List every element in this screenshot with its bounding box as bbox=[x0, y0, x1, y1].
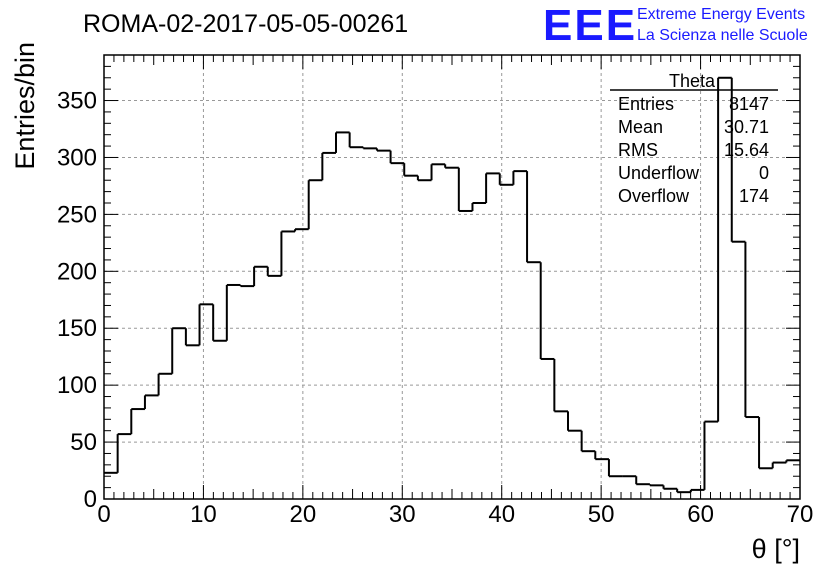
eee-logo-line1: Extreme Energy Events bbox=[637, 6, 805, 23]
x-tick-label: 60 bbox=[687, 501, 714, 528]
y-tick-label: 350 bbox=[57, 88, 97, 115]
chart-title: ROMA-02-2017-05-05-00261 bbox=[83, 10, 408, 38]
stats-value: 0 bbox=[759, 163, 769, 183]
x-tick-label: 20 bbox=[290, 501, 317, 528]
y-tick-label: 200 bbox=[57, 258, 97, 285]
stats-label: Underflow bbox=[618, 163, 700, 183]
y-tick-label: 300 bbox=[57, 144, 97, 171]
stats-value: 15.64 bbox=[724, 140, 769, 160]
y-tick-label: 100 bbox=[57, 372, 97, 399]
x-tick-label: 10 bbox=[190, 501, 217, 528]
grid-lines bbox=[104, 55, 800, 499]
stats-rows: Entries 8147 Mean 30.71 RMS 15.64 Underflow 0 Ov… bbox=[618, 94, 769, 206]
x-tick-label: 70 bbox=[787, 501, 814, 528]
y-tick-labels: 0 50 100 150 200 250 300 350 bbox=[57, 88, 97, 513]
histogram-series bbox=[104, 76, 800, 494]
x-tick-label: 50 bbox=[588, 501, 615, 528]
eee-logo: EEE Extreme Energy Events La Scienza nel… bbox=[543, 1, 808, 50]
stats-box: Theta Entries 8147 Mean 30.71 RMS 15.64 Underf… bbox=[610, 71, 778, 206]
eee-logo-mark: EEE bbox=[543, 1, 637, 50]
x-tick-label: 30 bbox=[389, 501, 416, 528]
stats-value: 30.71 bbox=[724, 117, 769, 137]
stats-label: RMS bbox=[618, 140, 658, 160]
x-tick-label: 40 bbox=[488, 501, 515, 528]
x-tick-label: 0 bbox=[97, 501, 110, 528]
stats-label: Mean bbox=[618, 117, 663, 137]
stats-box-title: Theta bbox=[669, 71, 716, 91]
stats-value: 174 bbox=[739, 186, 769, 206]
plot-area-frame bbox=[103, 54, 801, 500]
x-axis-title: θ [°] bbox=[752, 534, 800, 564]
plot-frame bbox=[103, 54, 801, 500]
axis-ticks bbox=[103, 54, 801, 500]
y-tick-label: 150 bbox=[57, 315, 97, 342]
y-tick-label: 50 bbox=[70, 429, 97, 456]
y-axis-title: Entries/bin bbox=[10, 42, 40, 170]
x-tick-labels: 0 10 20 30 40 50 60 70 bbox=[97, 501, 813, 528]
y-tick-label: 250 bbox=[57, 201, 97, 228]
stats-value: 8147 bbox=[729, 94, 769, 114]
stats-label: Entries bbox=[618, 94, 674, 114]
eee-logo-line2: La Scienza nelle Scuole bbox=[637, 27, 808, 44]
y-tick-label: 0 bbox=[84, 486, 97, 513]
stats-label: Overflow bbox=[618, 186, 690, 206]
